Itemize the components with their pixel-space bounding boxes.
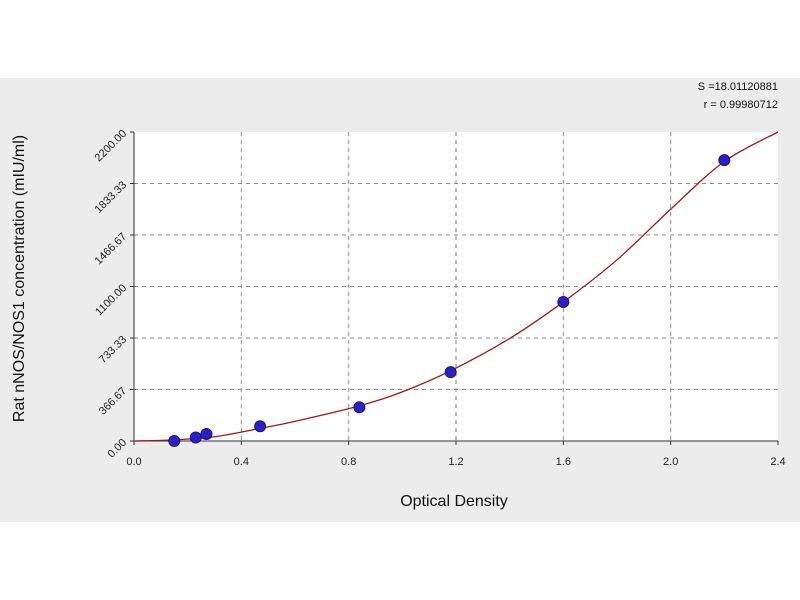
data-points — [168, 154, 731, 447]
stat-s: S =18.01120881 — [698, 81, 778, 93]
y-tick-label: 1100.00 — [93, 282, 129, 318]
data-point — [557, 295, 570, 308]
stat-r: r = 0.99980712 — [704, 99, 778, 111]
y-axis-title: Rat nNOS/NOS1 concentration (mIU/ml) — [11, 135, 28, 422]
data-point — [353, 401, 366, 414]
x-tick-label: 1.6 — [556, 456, 571, 468]
x-tick-label: 0.8 — [341, 456, 356, 468]
grid-lines — [134, 132, 778, 441]
x-tick-label: 0.0 — [126, 456, 141, 468]
data-point — [189, 431, 202, 444]
bottom-margin — [0, 522, 800, 600]
data-point — [718, 154, 731, 167]
y-tick-labels: 0.00366.67733.331100.001466.671833.33220… — [93, 128, 130, 461]
axes — [130, 131, 779, 445]
data-point — [200, 427, 213, 440]
data-point — [168, 435, 181, 447]
y-tick-label: 1466.67 — [93, 231, 130, 268]
x-tick-label: 2.0 — [663, 456, 678, 468]
data-point — [444, 366, 457, 379]
y-tick-label: 2200.00 — [93, 128, 130, 165]
fit-curve — [133, 131, 779, 442]
data-point — [254, 420, 267, 433]
x-tick-label: 0.4 — [234, 456, 249, 468]
top-margin — [0, 0, 800, 78]
x-axis-title: Optical Density — [400, 493, 508, 510]
chart-frame: 0.0 0.4 0.8 1.2 1.6 2.0 2.4 0.00 366.67 733.33 11… — [0, 78, 800, 522]
x-tick-label: 2.4 — [770, 456, 785, 468]
x-tick-label: 1.2 — [448, 456, 463, 468]
y-tick-label: 733.33 — [97, 334, 129, 366]
chart: 0.0 0.4 0.8 1.2 1.6 2.0 2.4 0.00366.67733.3311… — [11, 81, 786, 510]
x-tick-labels: 0.0 0.4 0.8 1.2 1.6 2.0 2.4 — [126, 456, 785, 468]
y-tick-label: 366.67 — [97, 385, 129, 417]
y-tick-label: 1833.33 — [93, 179, 130, 216]
